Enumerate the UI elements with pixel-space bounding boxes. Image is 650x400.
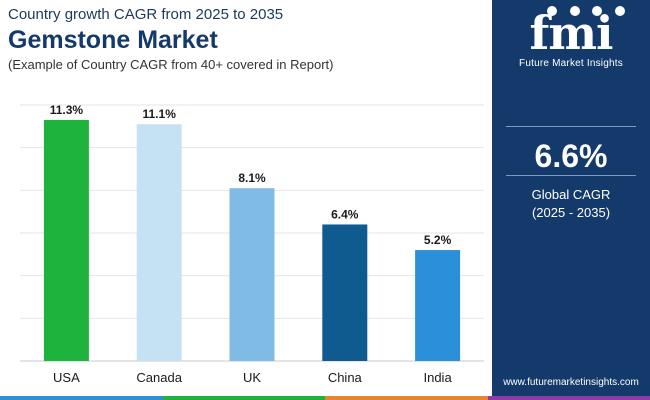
logo-dot-icon [592,6,603,16]
global-cagr-range: (2025 - 2035) [531,205,611,220]
bottom-strip-segment [325,396,488,400]
sidebar-divider [506,175,636,176]
x-tick-label-canada: Canada [136,370,182,385]
fmi-logo: fmi Future Market Insights [492,6,650,69]
logo-dot-icon [569,6,580,16]
x-tick-label-uk: UK [243,370,261,385]
bar-china [322,224,368,361]
bar-india [415,250,461,361]
bar-value-label-usa: 11.3% [50,103,84,117]
logo-dot-icon [547,6,558,16]
bar-usa [43,119,89,361]
website-link[interactable]: www.futuremarketinsights.com [503,377,639,388]
logo-decoration-icons [541,6,631,20]
sidebar-divider [506,126,636,127]
bar-chart: 11.3% 11.1% 8.1% 6.4% 5.2% USA Canada UK China I… [20,103,484,385]
x-tick-label-india: India [423,370,452,385]
x-tick-label-usa: USA [53,370,80,385]
bar-value-label-canada: 11.1% [143,107,177,121]
global-cagr-label: Global CAGR [531,187,611,202]
bottom-strip-segment [0,396,163,400]
chart-header: Country growth CAGR from 2025 to 2035 Ge… [8,6,478,73]
bar-value-label-uk: 8.1% [238,171,266,185]
bar-uk [229,188,275,361]
bottom-strip-segment [487,396,650,400]
logo-company-name: Future Market Insights [519,58,623,69]
x-axis-tick-labels: USA Canada UK China India [53,370,452,385]
bar-value-label-china: 6.4% [331,207,359,221]
x-tick-label-china: China [328,370,363,385]
chart-subtitle: Country growth CAGR from 2025 to 2035 [8,6,284,23]
chart-title: Gemstone Market [8,26,218,54]
sidebar-panel: fmi Future Market Insights 6.6% Global C… [492,0,650,400]
bars [43,119,461,361]
global-cagr-value: 6.6% [534,138,608,174]
bar-value-label-india: 5.2% [424,233,452,247]
logo-letters: fmi [529,6,614,60]
bottom-color-strip [0,396,650,400]
logo-dot-icon [614,6,625,16]
chart-caption: (Example of Country CAGR from 40+ covere… [8,57,334,72]
bar-canada [136,124,182,361]
fmi-logo-mark: fmi [511,6,631,58]
bottom-strip-segment [162,396,325,400]
bar-value-labels: 11.3% 11.1% 8.1% 6.4% 5.2% [50,103,452,247]
